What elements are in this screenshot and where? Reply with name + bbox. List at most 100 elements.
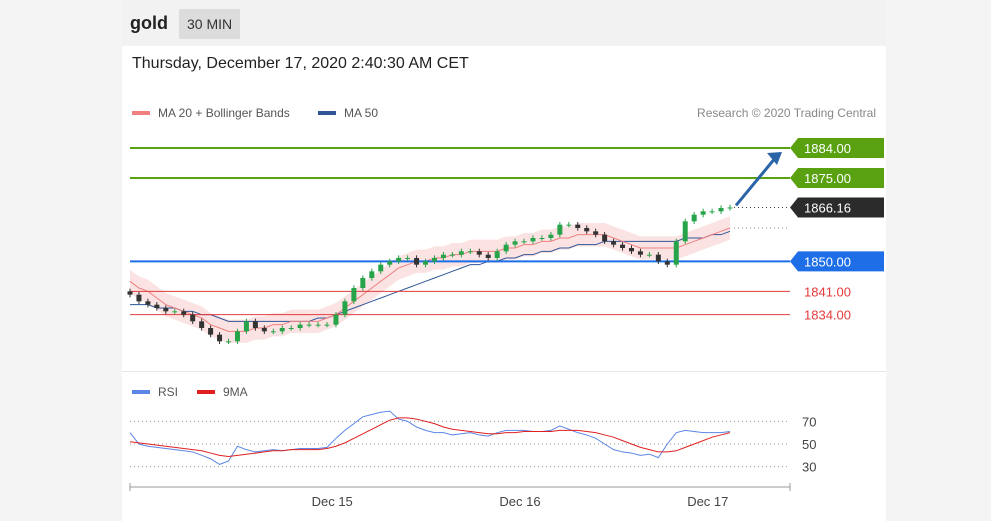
- candle-body: [566, 224, 572, 226]
- candle-body: [485, 254, 491, 258]
- candle-body: [727, 207, 733, 209]
- credit-text: Research © 2020 Trading Central: [697, 106, 876, 120]
- target-arrow-head: [767, 152, 782, 165]
- candle-body: [655, 254, 661, 262]
- tag-1850.00-text: 1850.00: [804, 254, 851, 269]
- candle-body: [333, 314, 339, 325]
- candle-body: [414, 258, 420, 265]
- candle-body: [378, 264, 384, 272]
- chart-panel: gold 30 MIN Thursday, December 17, 2020 …: [122, 0, 886, 521]
- candle-body: [584, 228, 590, 232]
- candle-body: [226, 341, 232, 343]
- tag-current-price-bg: [790, 197, 884, 218]
- candle-body: [646, 254, 652, 256]
- candle-body: [476, 251, 482, 255]
- candle-body: [172, 311, 178, 313]
- candle-body: [181, 311, 187, 315]
- candle-body: [503, 244, 509, 252]
- candle-body: [700, 211, 706, 215]
- candle-body: [602, 234, 608, 242]
- candle-body: [682, 221, 688, 242]
- panel-separator: [122, 371, 886, 372]
- candle-body: [342, 301, 348, 315]
- candle-body: [718, 208, 724, 212]
- legend-ma50: MA 50: [318, 106, 378, 120]
- legend-9ma-swatch: [197, 390, 215, 394]
- rsi-series-RSI: [129, 410, 731, 465]
- candle-body: [431, 258, 437, 262]
- candle-body: [637, 251, 643, 255]
- candle-body: [593, 231, 599, 235]
- candle-body: [664, 261, 670, 265]
- candle-body: [324, 324, 330, 326]
- candle-body: [234, 331, 240, 342]
- candle-body: [405, 258, 411, 259]
- candle-body: [575, 224, 581, 228]
- candle-body: [521, 241, 527, 243]
- x-tick-label: Dec 16: [499, 494, 540, 509]
- candle-body: [628, 248, 634, 252]
- candle-body: [539, 238, 545, 239]
- tag-1875.00-text: 1875.00: [804, 171, 851, 186]
- x-tick-label: Dec 17: [687, 494, 728, 509]
- candle-body: [154, 304, 160, 308]
- tag-1884.00-text: 1884.00: [804, 141, 851, 156]
- legend-ma20: MA 20 + Bollinger Bands: [132, 106, 290, 120]
- candle-body: [127, 291, 133, 295]
- target-arrow-shaft: [734, 156, 778, 207]
- legend-9ma-label: 9MA: [223, 385, 248, 399]
- legend-ma20-swatch: [132, 111, 150, 115]
- candle-body: [548, 234, 554, 238]
- rsi-tick-50: 50: [802, 437, 816, 452]
- candle-body: [709, 211, 715, 213]
- rsi-series-9MA: [129, 417, 731, 457]
- ma50-line: [130, 230, 731, 322]
- rsi-tick-30: 30: [802, 460, 816, 475]
- candle-body: [449, 254, 455, 256]
- candle-body: [530, 238, 536, 242]
- datetime-label: Thursday, December 17, 2020 2:40:30 AM C…: [132, 55, 469, 72]
- candle-body: [611, 241, 617, 245]
- candle-body: [467, 251, 473, 253]
- candle-body: [673, 241, 679, 265]
- legend-ma20-label: MA 20 + Bollinger Bands: [158, 106, 290, 120]
- timeframe-badge[interactable]: 30 MIN: [179, 9, 241, 39]
- candle-body: [217, 334, 223, 342]
- tag-1834.00-text: 1834.00: [804, 308, 851, 323]
- tag-current-price-text: 1866.16: [804, 200, 851, 215]
- legend-rsi-swatch: [132, 390, 150, 394]
- x-tick-label: Dec 15: [312, 494, 353, 509]
- candle-body: [288, 328, 294, 329]
- legend-9ma: 9MA: [197, 385, 248, 399]
- candle-body: [458, 251, 464, 255]
- candle-body: [351, 288, 357, 302]
- tag-1884.00-bg: [790, 138, 884, 158]
- candle-body: [297, 324, 303, 328]
- candle-body: [315, 324, 321, 326]
- candle-body: [270, 331, 276, 333]
- candle-body: [691, 214, 697, 222]
- tag-1875.00-bg: [790, 168, 884, 188]
- candle-body: [190, 314, 196, 322]
- candle-body: [306, 324, 312, 326]
- candle-body: [396, 258, 402, 262]
- candle-body: [163, 308, 169, 312]
- candle-body: [423, 261, 429, 265]
- symbol-label: gold: [130, 13, 168, 33]
- tag-1841.00-text: 1841.00: [804, 284, 851, 299]
- candle-body: [199, 321, 205, 328]
- candle-body: [557, 224, 563, 235]
- price-chart: 1884.00 1875.00 1850.00 1841.00 1834.00 1866.…: [127, 138, 884, 509]
- rsi-tick-70: 70: [802, 414, 816, 429]
- candle-body: [440, 254, 446, 258]
- legend-rsi: RSI: [132, 385, 178, 399]
- ma20-line: [129, 227, 731, 332]
- candle-body: [261, 328, 267, 332]
- candle-body: [136, 294, 142, 302]
- candle-body: [360, 278, 366, 288]
- chart-header: gold 30 MIN: [122, 0, 886, 46]
- candle-body: [252, 321, 258, 328]
- candle-body: [494, 251, 500, 258]
- candle-body: [243, 321, 249, 332]
- candle-body: [387, 261, 393, 265]
